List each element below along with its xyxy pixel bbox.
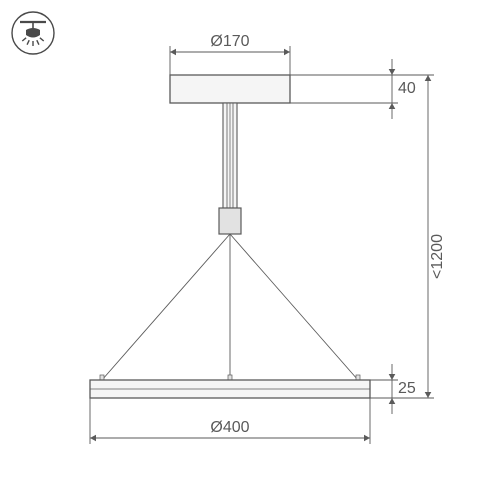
dimension-label: Ø170	[210, 33, 249, 50]
dimension-label: Ø400	[210, 419, 249, 436]
mounting-type-icon	[12, 12, 54, 54]
dimension-label: 40	[398, 80, 416, 97]
hub	[219, 208, 241, 234]
suspension-wire	[230, 234, 358, 380]
suspension-wire	[102, 234, 230, 380]
dimension-label: 25	[398, 380, 416, 397]
dimension-label: <1200	[429, 234, 446, 279]
canopy	[170, 75, 290, 103]
